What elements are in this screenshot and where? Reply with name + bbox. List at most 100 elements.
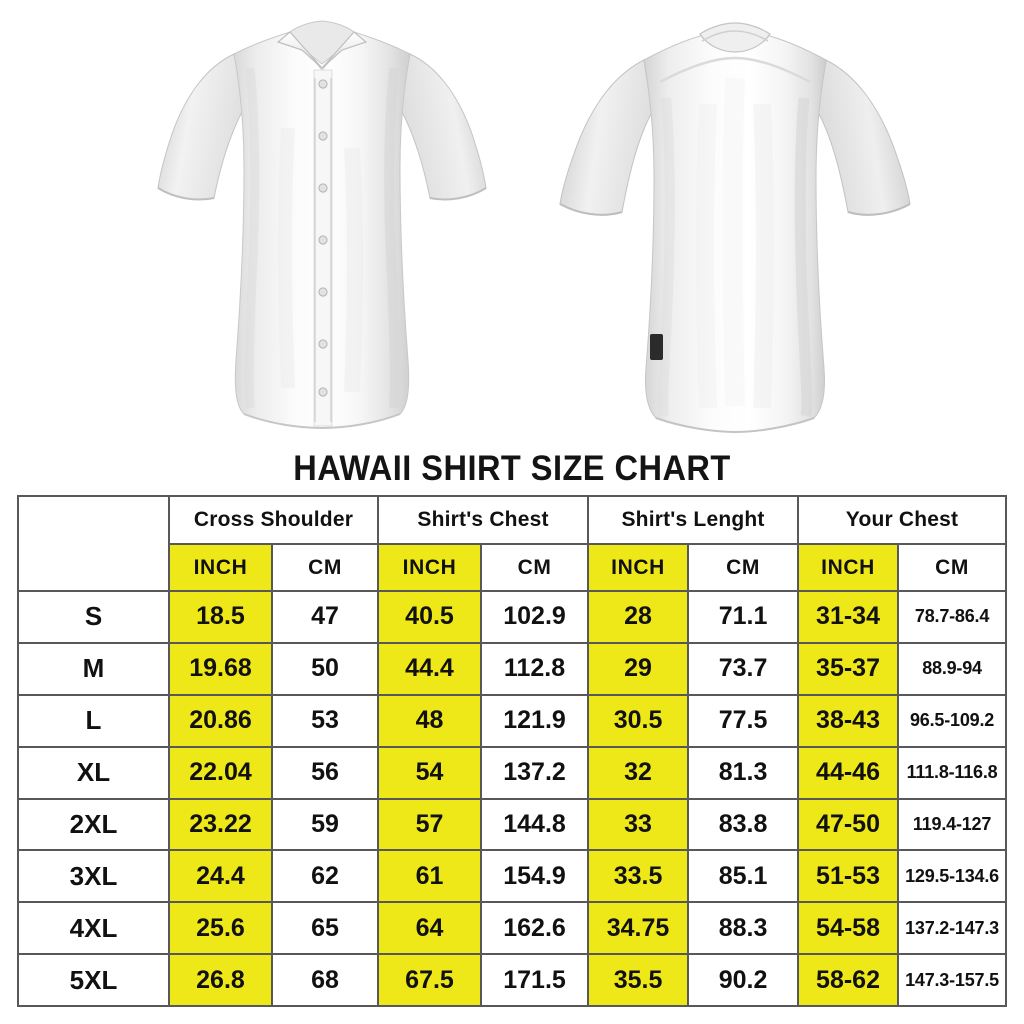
group-header-row: Cross Shoulder Shirt's Chest Shirt's Len… <box>17 495 1008 592</box>
corner-cell <box>17 495 170 592</box>
cell-your-chest-cm: 78.7-86.4 <box>897 590 1008 644</box>
cell-cross-shoulder-cm: 62 <box>270 849 380 904</box>
table-row: 5XL 26.8 68 67.5 171.5 35.5 90.2 58-62 1… <box>17 953 1008 1007</box>
product-photos <box>0 0 1024 445</box>
size-chart-body: S 18.5 47 40.5 102.9 28 71.1 31-34 78.7-… <box>17 590 1008 1007</box>
cell-chest-inch: 67.5 <box>377 953 483 1007</box>
cell-your-chest-inch: 31-34 <box>797 590 900 644</box>
size-chart-table-wrapper: Cross Shoulder Shirt's Chest Shirt's Len… <box>17 495 1008 1007</box>
cell-your-chest-inch: 38-43 <box>797 693 900 748</box>
cell-chest-cm: 154.9 <box>480 849 590 904</box>
cell-size: 3XL <box>17 849 170 904</box>
unit-header-your-chest-cm: CM <box>897 543 1008 592</box>
cell-your-chest-cm: 88.9-94 <box>897 641 1008 696</box>
cell-your-chest-inch: 51-53 <box>797 849 900 904</box>
cell-length-cm: 77.5 <box>687 693 800 748</box>
group-header-shirts-chest: Shirt's Chest <box>377 495 590 545</box>
table-row: M 19.68 50 44.4 112.8 29 73.7 35-37 88.9… <box>17 641 1008 696</box>
cell-length-inch: 32 <box>587 745 690 800</box>
cell-your-chest-cm: 129.5-134.6 <box>897 849 1008 904</box>
cell-length-inch: 30.5 <box>587 693 690 748</box>
cell-length-cm: 90.2 <box>687 953 800 1007</box>
cell-size: S <box>17 590 170 644</box>
table-row: 4XL 25.6 65 64 162.6 34.75 88.3 54-58 13… <box>17 901 1008 956</box>
cell-size: 5XL <box>17 953 170 1007</box>
cell-chest-cm: 144.8 <box>480 797 590 852</box>
cell-length-inch: 33.5 <box>587 849 690 904</box>
cell-size: M <box>17 641 170 696</box>
cell-chest-inch: 57 <box>377 797 483 852</box>
cell-your-chest-inch: 47-50 <box>797 797 900 852</box>
cell-your-chest-cm: 111.8-116.8 <box>897 745 1008 800</box>
cell-cross-shoulder-cm: 65 <box>270 901 380 956</box>
cell-cross-shoulder-inch: 24.4 <box>168 849 273 904</box>
cell-chest-inch: 54 <box>377 745 483 800</box>
table-row: S 18.5 47 40.5 102.9 28 71.1 31-34 78.7-… <box>17 590 1008 644</box>
table-row: 3XL 24.4 62 61 154.9 33.5 85.1 51-53 129… <box>17 849 1008 904</box>
table-row: 2XL 23.22 59 57 144.8 33 83.8 47-50 119.… <box>17 797 1008 852</box>
cell-length-inch: 28 <box>587 590 690 644</box>
cell-length-inch: 35.5 <box>587 953 690 1007</box>
table-row: XL 22.04 56 54 137.2 32 81.3 44-46 111.8… <box>17 745 1008 800</box>
cell-chest-cm: 112.8 <box>480 641 590 696</box>
cell-chest-inch: 48 <box>377 693 483 748</box>
cell-length-inch: 33 <box>587 797 690 852</box>
cell-chest-inch: 61 <box>377 849 483 904</box>
cell-your-chest-cm: 137.2-147.3 <box>897 901 1008 956</box>
unit-header-row: INCH CM INCH CM INCH CM INCH CM <box>18 543 1008 592</box>
unit-header-chest-cm: CM <box>480 543 590 592</box>
cell-length-inch: 29 <box>587 641 690 696</box>
cell-size: L <box>17 693 170 748</box>
shirt-back-view <box>540 8 930 438</box>
size-chart-table: Cross Shoulder Shirt's Chest Shirt's Len… <box>17 495 1008 1007</box>
unit-header-your-chest-inch: INCH <box>797 543 900 592</box>
shirt-front-view <box>138 8 508 438</box>
page-title: HAWAII SHIRT SIZE CHART <box>293 449 731 488</box>
cell-your-chest-cm: 119.4-127 <box>897 797 1008 852</box>
group-header-your-chest: Your Chest <box>797 495 1008 545</box>
unit-header-cross-shoulder-cm: CM <box>270 543 380 592</box>
cell-chest-cm: 137.2 <box>480 745 590 800</box>
unit-header-cross-shoulder-inch: INCH <box>168 543 273 592</box>
cell-your-chest-inch: 54-58 <box>797 901 900 956</box>
cell-length-cm: 73.7 <box>687 641 800 696</box>
cell-cross-shoulder-inch: 22.04 <box>168 745 273 800</box>
cell-chest-inch: 40.5 <box>377 590 483 644</box>
cell-length-cm: 83.8 <box>687 797 800 852</box>
cell-size: 4XL <box>17 901 170 956</box>
cell-cross-shoulder-cm: 59 <box>270 797 380 852</box>
cell-size: 2XL <box>17 797 170 852</box>
unit-header-chest-inch: INCH <box>377 543 483 592</box>
cell-length-inch: 34.75 <box>587 901 690 956</box>
cell-cross-shoulder-cm: 47 <box>270 590 380 644</box>
cell-length-cm: 85.1 <box>687 849 800 904</box>
cell-cross-shoulder-inch: 26.8 <box>168 953 273 1007</box>
cell-your-chest-inch: 58-62 <box>797 953 900 1007</box>
cell-chest-cm: 121.9 <box>480 693 590 748</box>
brand-tag <box>650 334 663 360</box>
cell-chest-cm: 102.9 <box>480 590 590 644</box>
cell-your-chest-inch: 44-46 <box>797 745 900 800</box>
cell-cross-shoulder-inch: 20.86 <box>168 693 273 748</box>
cell-length-cm: 71.1 <box>687 590 800 644</box>
cell-your-chest-cm: 147.3-157.5 <box>897 953 1008 1007</box>
unit-header-length-cm: CM <box>687 543 800 592</box>
cell-cross-shoulder-inch: 23.22 <box>168 797 273 852</box>
cell-cross-shoulder-inch: 19.68 <box>168 641 273 696</box>
cell-your-chest-cm: 96.5-109.2 <box>897 693 1008 748</box>
cell-cross-shoulder-inch: 18.5 <box>168 590 273 644</box>
cell-length-cm: 88.3 <box>687 901 800 956</box>
cell-chest-inch: 64 <box>377 901 483 956</box>
cell-length-cm: 81.3 <box>687 745 800 800</box>
cell-cross-shoulder-cm: 53 <box>270 693 380 748</box>
cell-chest-cm: 171.5 <box>480 953 590 1007</box>
group-header-shirts-lenght: Shirt's Lenght <box>587 495 800 545</box>
cell-chest-inch: 44.4 <box>377 641 483 696</box>
cell-chest-cm: 162.6 <box>480 901 590 956</box>
cell-size: XL <box>17 745 170 800</box>
cell-cross-shoulder-cm: 56 <box>270 745 380 800</box>
cell-your-chest-inch: 35-37 <box>797 641 900 696</box>
group-header-cross-shoulder: Cross Shoulder <box>167 495 380 545</box>
cell-cross-shoulder-cm: 68 <box>270 953 380 1007</box>
